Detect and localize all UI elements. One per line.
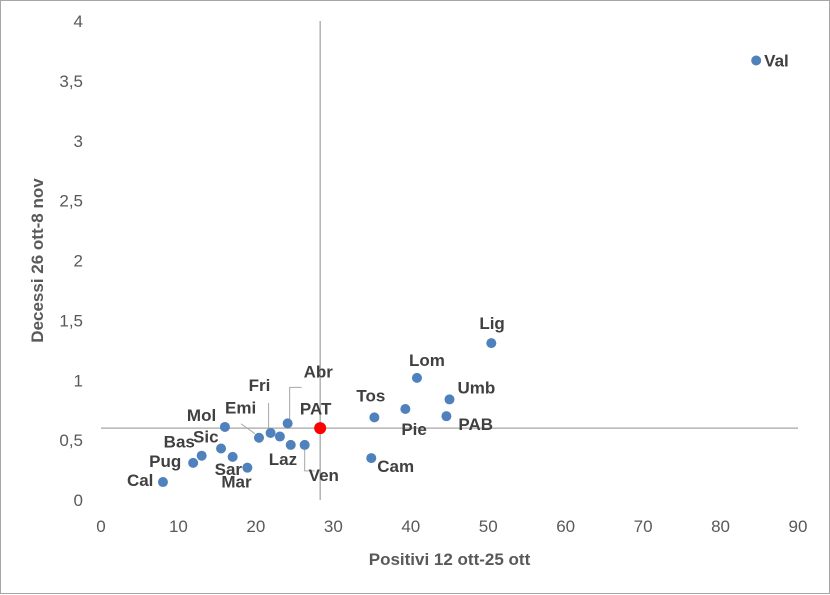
y-tick-label: 2,5 [59, 192, 83, 211]
data-point-mol [219, 421, 230, 432]
x-tick-label: 60 [556, 517, 575, 536]
y-axis-title: Decessi 26 ott-8 nov [28, 178, 47, 343]
data-label-pab: PAB [458, 415, 493, 434]
data-point-pab [441, 411, 452, 422]
x-tick-label: 90 [789, 517, 808, 536]
data-point-ven [299, 439, 310, 450]
y-tick-label: 2 [74, 252, 83, 271]
data-point-sar [227, 451, 238, 462]
reference-point [314, 422, 327, 435]
data-point-emi [253, 432, 264, 443]
x-axis-ticks: 0 10 20 30 40 50 60 70 80 90 [96, 517, 807, 536]
data-label-lig: Lig [479, 314, 505, 333]
data-point-pat [274, 431, 285, 442]
x-tick-label: 10 [169, 517, 188, 536]
y-tick-label: 1 [74, 371, 83, 390]
data-point-val [751, 55, 762, 66]
data-label-bas: Bas [164, 433, 195, 452]
data-point-mar [242, 462, 253, 473]
data-point-bas [196, 450, 207, 461]
data-point-umb [444, 394, 455, 405]
label-connectors [240, 386, 315, 472]
data-label-val: Val [764, 52, 789, 71]
data-point-tos [369, 412, 380, 423]
y-axis-ticks: 0 0,5 1 1,5 2 2,5 3 3,5 4 [59, 12, 83, 510]
data-label-ven: Ven [309, 466, 339, 485]
leader-line-abr [289, 386, 302, 421]
data-label-cal: Cal [127, 471, 153, 490]
data-label-pie: Pie [401, 420, 427, 439]
data-label-sic: Sic [193, 428, 219, 447]
data-point-laz [285, 439, 296, 450]
data-label-umb: Umb [458, 378, 496, 397]
data-label-sar: Sar [215, 460, 243, 479]
data-point-sic [216, 443, 227, 454]
data-point-lig [486, 338, 497, 349]
y-tick-label: 1,5 [59, 311, 83, 330]
x-tick-label: 20 [246, 517, 265, 536]
data-label-pug: Pug [149, 452, 181, 471]
x-tick-label: 0 [96, 517, 105, 536]
data-label-laz: Laz [269, 450, 297, 469]
data-point-lom [411, 372, 422, 383]
data-label-tos: Tos [356, 386, 385, 405]
point-labels: Val Lig Lom Umb Tos Pie PAB Cam Abr PAT Fri Emi Mol L… [127, 52, 789, 492]
data-label-cam: Cam [377, 457, 414, 476]
data-label-lom: Lom [409, 351, 445, 370]
y-tick-label: 0,5 [59, 431, 83, 450]
y-tick-label: 3,5 [59, 72, 83, 91]
y-tick-label: 3 [74, 132, 83, 151]
x-axis-title: Positivi 12 ott-25 ott [369, 550, 531, 569]
x-tick-label: 50 [479, 517, 498, 536]
leader-line-emi [240, 423, 256, 435]
data-label-mar: Mar [221, 473, 252, 492]
data-label-mol: Mol [187, 406, 216, 425]
data-points [157, 55, 762, 488]
x-tick-label: 70 [634, 517, 653, 536]
data-point-pug [188, 457, 199, 468]
data-point-abr [282, 418, 293, 429]
data-point-fri [265, 427, 276, 438]
data-label-emi: Emi [225, 399, 256, 418]
reference-lines [101, 21, 798, 500]
data-point-pie [400, 403, 411, 414]
x-tick-label: 80 [711, 517, 730, 536]
y-tick-label: 4 [74, 12, 83, 31]
data-point-cam [366, 453, 377, 464]
data-point-cal [157, 477, 168, 488]
y-tick-label: 0 [74, 491, 83, 510]
leader-line-ven [304, 449, 315, 472]
x-tick-label: 40 [401, 517, 420, 536]
data-label-abr: Abr [304, 362, 334, 381]
data-label-fri: Fri [249, 376, 271, 395]
x-tick-label: 30 [324, 517, 343, 536]
data-label-pat: PAT [300, 400, 332, 419]
